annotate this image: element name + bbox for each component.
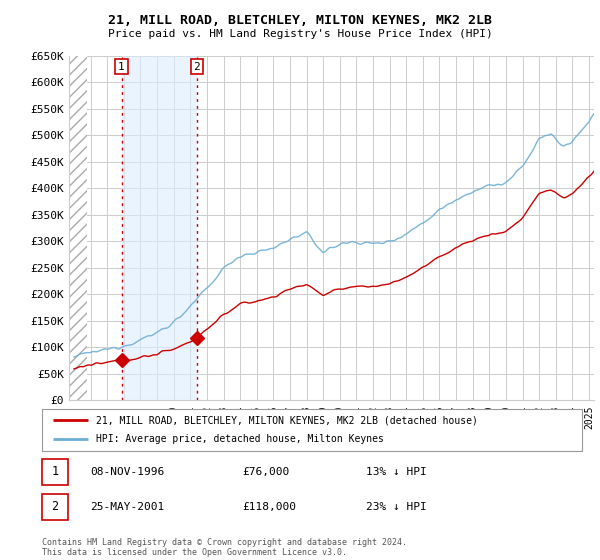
Text: 2: 2 (52, 500, 59, 514)
Text: 08-NOV-1996: 08-NOV-1996 (91, 467, 165, 477)
Text: HPI: Average price, detached house, Milton Keynes: HPI: Average price, detached house, Milt… (96, 435, 384, 445)
Text: £76,000: £76,000 (242, 467, 289, 477)
Bar (69, 56, 87, 400)
Text: 21, MILL ROAD, BLETCHLEY, MILTON KEYNES, MK2 2LB (detached house): 21, MILL ROAD, BLETCHLEY, MILTON KEYNES,… (96, 415, 478, 425)
Text: 1: 1 (52, 465, 59, 478)
Text: 25-MAY-2001: 25-MAY-2001 (91, 502, 165, 512)
Text: 21, MILL ROAD, BLETCHLEY, MILTON KEYNES, MK2 2LB: 21, MILL ROAD, BLETCHLEY, MILTON KEYNES,… (108, 14, 492, 27)
Text: 2: 2 (193, 62, 200, 72)
Text: £118,000: £118,000 (242, 502, 296, 512)
Text: Price paid vs. HM Land Registry's House Price Index (HPI): Price paid vs. HM Land Registry's House … (107, 29, 493, 39)
FancyBboxPatch shape (42, 459, 68, 485)
FancyBboxPatch shape (42, 493, 68, 520)
Text: This data is licensed under the Open Government Licence v3.0.: This data is licensed under the Open Gov… (42, 548, 347, 557)
Text: 23% ↓ HPI: 23% ↓ HPI (366, 502, 427, 512)
Text: Contains HM Land Registry data © Crown copyright and database right 2024.: Contains HM Land Registry data © Crown c… (42, 538, 407, 547)
Text: 13% ↓ HPI: 13% ↓ HPI (366, 467, 427, 477)
Text: 1: 1 (118, 62, 125, 72)
FancyBboxPatch shape (42, 409, 582, 451)
Bar (121, 56, 197, 400)
